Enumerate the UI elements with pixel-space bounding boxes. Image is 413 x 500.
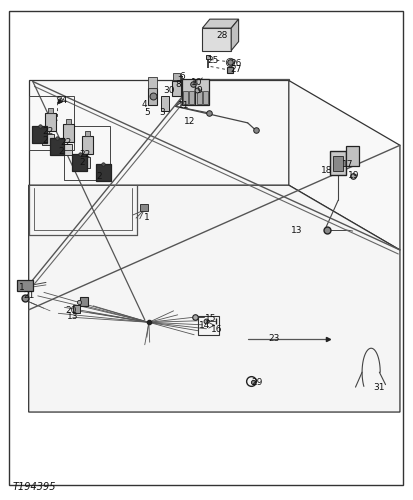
Polygon shape — [28, 185, 400, 412]
Bar — [171, 82, 180, 96]
Text: 19: 19 — [348, 170, 360, 179]
Bar — [42, 134, 54, 145]
Text: 22: 22 — [43, 127, 54, 136]
Text: 13: 13 — [291, 226, 303, 234]
Text: 3: 3 — [159, 108, 165, 118]
Text: 1: 1 — [144, 213, 150, 222]
Text: 29: 29 — [251, 378, 262, 386]
Text: 13: 13 — [67, 312, 78, 321]
Bar — [197, 92, 202, 104]
Bar — [347, 146, 359, 166]
Bar — [72, 154, 87, 171]
Bar — [48, 108, 53, 114]
Text: 8: 8 — [176, 80, 181, 89]
Text: 15: 15 — [205, 314, 216, 324]
Text: 2: 2 — [59, 147, 64, 156]
Bar — [82, 136, 93, 154]
Text: T194395: T194395 — [13, 482, 57, 492]
Text: 5: 5 — [144, 108, 150, 118]
Text: 2: 2 — [97, 172, 102, 180]
Text: 9: 9 — [197, 86, 202, 95]
Bar — [17, 280, 33, 291]
Text: 24: 24 — [56, 96, 67, 105]
Bar — [148, 88, 157, 106]
Text: 21: 21 — [23, 292, 34, 300]
Text: 27: 27 — [230, 65, 242, 74]
Bar — [203, 92, 208, 104]
Bar — [66, 120, 71, 124]
Text: 22: 22 — [60, 138, 71, 147]
Bar — [182, 80, 195, 106]
Text: 30: 30 — [163, 86, 174, 95]
Bar — [63, 124, 74, 142]
Bar — [32, 126, 47, 144]
Bar — [183, 92, 188, 104]
Text: 26: 26 — [230, 58, 242, 68]
Bar — [198, 316, 219, 335]
Text: 28: 28 — [216, 31, 228, 40]
Bar — [28, 96, 74, 150]
Bar — [195, 80, 209, 106]
Text: 17: 17 — [342, 160, 353, 168]
Bar — [173, 73, 180, 80]
Bar — [50, 138, 64, 156]
Bar — [59, 144, 72, 156]
Text: 18: 18 — [321, 166, 333, 174]
Bar — [96, 164, 111, 181]
Bar — [330, 152, 347, 175]
Bar — [189, 92, 194, 104]
Text: 12: 12 — [184, 117, 196, 126]
Text: 11: 11 — [178, 101, 190, 110]
Bar — [80, 297, 88, 306]
Text: 25: 25 — [208, 56, 219, 65]
Polygon shape — [202, 19, 239, 28]
Bar — [45, 114, 56, 132]
Bar — [64, 126, 110, 180]
Bar — [78, 157, 90, 168]
Text: 6: 6 — [180, 72, 185, 81]
Bar — [148, 77, 157, 88]
Bar — [333, 156, 343, 171]
Polygon shape — [231, 19, 239, 50]
Bar — [85, 132, 90, 136]
Polygon shape — [28, 80, 289, 185]
Text: 10: 10 — [190, 78, 202, 88]
Text: 31: 31 — [373, 382, 385, 392]
Text: 22: 22 — [79, 150, 91, 159]
Text: 16: 16 — [211, 326, 223, 334]
Text: 1: 1 — [19, 283, 25, 292]
Bar — [202, 28, 231, 50]
Text: 2: 2 — [79, 158, 85, 167]
Text: 7: 7 — [178, 76, 183, 85]
Bar — [140, 204, 148, 211]
Text: 23: 23 — [269, 334, 280, 344]
Text: 4: 4 — [141, 100, 147, 109]
Text: 14: 14 — [199, 322, 210, 330]
Text: 20: 20 — [66, 306, 77, 316]
Bar — [161, 96, 169, 112]
Bar — [73, 306, 80, 313]
Polygon shape — [289, 80, 400, 250]
Text: 2: 2 — [43, 136, 48, 145]
